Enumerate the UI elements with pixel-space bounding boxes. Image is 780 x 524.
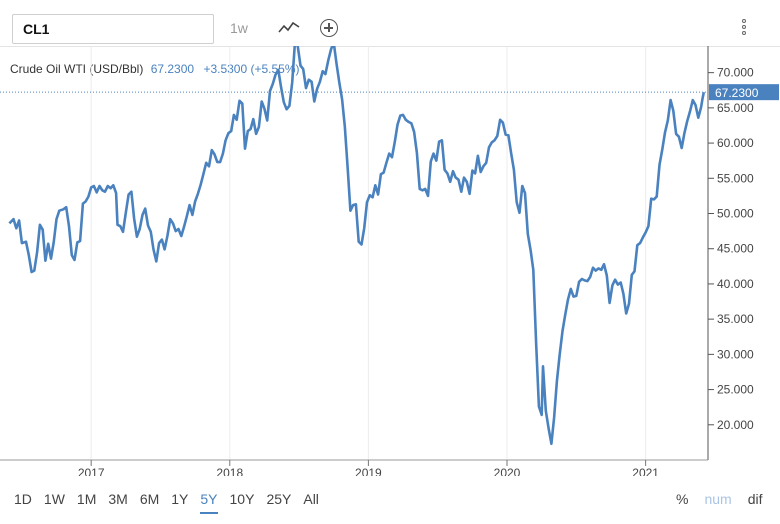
series-legend: Crude Oil WTI (USD/Bbl) 67.2300 +3.5300 …: [10, 62, 300, 76]
x-tick-label: 2020: [494, 466, 521, 476]
last-value-label: 67.2300: [715, 86, 759, 100]
y-tick-label: 30.000: [717, 347, 754, 361]
range-selector: 1D 1W 1M 3M 6M 1Y 5Y 10Y 25Y All: [14, 491, 331, 514]
mode-button-dif[interactable]: dif: [747, 491, 763, 507]
series-name: Crude Oil WTI (USD/Bbl): [10, 62, 144, 76]
series-value: 67.2300: [150, 62, 195, 76]
y-tick-label: 45.000: [717, 242, 754, 256]
range-button-5y[interactable]: 5Y: [200, 491, 218, 514]
range-button-6m[interactable]: 6M: [139, 491, 160, 507]
display-mode-selector: % num dif: [676, 491, 778, 507]
y-tick-label: 65.000: [717, 101, 754, 115]
mode-button-percent[interactable]: %: [676, 491, 689, 507]
line-chart-icon[interactable]: [278, 20, 300, 36]
interval-selector[interactable]: 1w: [230, 20, 248, 36]
price-series-line: [8, 46, 706, 446]
y-tick-label: 50.000: [717, 207, 754, 221]
vertical-dots-icon[interactable]: [740, 18, 748, 40]
y-tick-label: 20.000: [717, 418, 754, 432]
y-tick-label: 35.000: [717, 312, 754, 326]
range-button-all[interactable]: All: [303, 491, 319, 507]
x-tick-label: 2019: [355, 466, 382, 476]
symbol-input[interactable]: CL1: [12, 14, 214, 44]
x-tick-label: 2021: [632, 466, 659, 476]
plus-circle-icon[interactable]: [320, 19, 338, 37]
range-button-1y[interactable]: 1Y: [171, 491, 189, 507]
range-button-1d[interactable]: 1D: [14, 491, 32, 507]
last-value-badge: [709, 84, 779, 101]
y-tick-label: 60.000: [717, 136, 754, 150]
y-tick-label: 55.000: [717, 171, 754, 185]
range-button-1m[interactable]: 1M: [76, 491, 97, 507]
mode-button-num[interactable]: num: [704, 491, 732, 507]
y-tick-label: 70.000: [717, 66, 754, 80]
y-tick-label: 40.000: [717, 277, 754, 291]
x-tick-label: 2018: [216, 466, 243, 476]
range-button-10y[interactable]: 10Y: [229, 491, 255, 507]
range-button-3m[interactable]: 3M: [108, 491, 128, 507]
x-tick-label: 2017: [78, 466, 105, 476]
price-chart[interactable]: 2017 2018 2019 2020 2021 70.000 65.000 60.000 55…: [0, 46, 780, 476]
chart-toolbar: CL1 1w: [0, 0, 780, 47]
range-button-25y[interactable]: 25Y: [266, 491, 292, 507]
y-tick-label: 25.000: [717, 383, 754, 397]
range-button-1w[interactable]: 1W: [43, 491, 65, 507]
